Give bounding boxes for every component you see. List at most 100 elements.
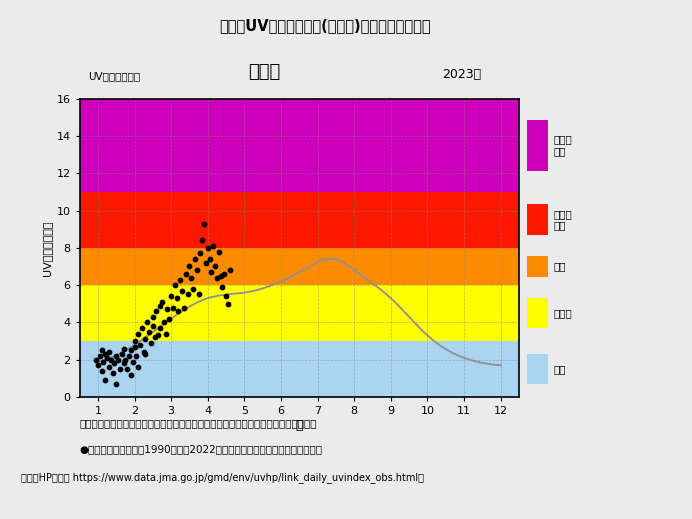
Point xyxy=(211,274,222,282)
Point xyxy=(111,352,122,360)
Point xyxy=(122,365,133,373)
Point xyxy=(154,324,165,332)
Text: 極端に
強い: 極端に 強い xyxy=(554,134,572,156)
Text: 気象庁HPより（ https://www.data.jma.go.jp/gmd/env/uvhp/link_daily_uvindex_obs.html）: 気象庁HPより（ https://www.data.jma.go.jp/gmd/… xyxy=(21,472,424,483)
Point xyxy=(185,274,197,282)
Point xyxy=(133,363,144,372)
Point xyxy=(202,244,213,252)
Point xyxy=(151,307,162,316)
Text: 強い: 強い xyxy=(554,262,566,271)
Point xyxy=(125,346,136,354)
Point xyxy=(201,258,212,267)
Point xyxy=(136,324,147,332)
Point xyxy=(153,331,164,339)
Point xyxy=(156,298,167,306)
Point xyxy=(217,283,228,291)
Point xyxy=(96,346,107,354)
Point xyxy=(173,307,184,316)
Point xyxy=(193,290,204,298)
Point xyxy=(147,322,158,330)
Point xyxy=(215,271,226,280)
Point xyxy=(118,359,129,367)
Bar xyxy=(80,192,519,248)
Point xyxy=(125,371,136,379)
Point xyxy=(100,350,111,358)
Point xyxy=(213,248,224,256)
Point xyxy=(154,302,165,310)
Point xyxy=(206,268,217,276)
Point xyxy=(147,312,158,321)
Point xyxy=(221,292,232,301)
Point xyxy=(92,361,103,370)
Bar xyxy=(80,248,519,285)
Point xyxy=(109,359,120,367)
Point xyxy=(98,358,109,366)
Point xyxy=(133,330,144,338)
Point xyxy=(182,290,193,298)
Point xyxy=(123,352,134,360)
Point xyxy=(197,236,208,244)
Point xyxy=(164,315,175,323)
Text: つくば: つくば xyxy=(248,63,280,80)
Bar xyxy=(80,341,519,397)
Text: 非常に
強い: 非常に 強い xyxy=(554,209,572,230)
Point xyxy=(94,352,105,360)
Point xyxy=(162,305,173,313)
Point xyxy=(140,335,151,344)
Point xyxy=(131,352,142,360)
Point xyxy=(210,262,221,270)
Text: 中程度: 中程度 xyxy=(554,308,572,318)
Point xyxy=(144,327,155,336)
Point xyxy=(191,266,202,275)
Point xyxy=(105,356,116,364)
Point xyxy=(103,363,114,372)
Point xyxy=(145,339,156,347)
Point xyxy=(171,294,182,303)
Point xyxy=(129,343,140,351)
Point xyxy=(204,255,215,263)
Y-axis label: UVインデックス: UVインデックス xyxy=(42,220,53,276)
Point xyxy=(222,299,233,308)
Point xyxy=(167,303,179,311)
Point xyxy=(96,367,107,375)
Point xyxy=(224,266,235,275)
Point xyxy=(129,337,140,345)
Point xyxy=(127,358,138,366)
Point xyxy=(138,348,149,357)
Point xyxy=(180,270,191,278)
Point xyxy=(120,356,131,364)
Point xyxy=(116,350,127,358)
Text: 2023年: 2023年 xyxy=(442,67,482,80)
Point xyxy=(170,281,181,289)
Bar xyxy=(80,99,519,192)
Point xyxy=(107,368,118,377)
Point xyxy=(142,318,153,326)
Point xyxy=(118,345,129,353)
Point xyxy=(111,380,122,388)
Point xyxy=(134,340,145,349)
Text: 日最大UVインデックス(観測値)の年間推移グラフ: 日最大UVインデックス(観測値)の年間推移グラフ xyxy=(219,18,431,33)
Text: 弱い: 弱い xyxy=(554,364,566,374)
Point xyxy=(140,350,151,358)
Point xyxy=(208,242,219,250)
Point xyxy=(188,285,199,293)
Point xyxy=(102,354,113,362)
Point xyxy=(160,330,171,338)
Point xyxy=(91,356,102,364)
Point xyxy=(195,249,206,257)
Point xyxy=(190,255,201,263)
Point xyxy=(199,220,210,228)
Text: UVインデックス: UVインデックス xyxy=(89,71,140,80)
Text: データの見直しなどで値が変わることがありますので、最新のものを御利用下さい。: データの見直しなどで値が変わることがありますので、最新のものを御利用下さい。 xyxy=(80,418,317,428)
Point xyxy=(176,286,188,295)
Point xyxy=(149,333,160,342)
Point xyxy=(165,292,176,301)
Point xyxy=(158,318,170,326)
Text: ●は観測値、細実線は1990年から2022年までの累年平均値を表しています。: ●は観測値、細実線は1990年から2022年までの累年平均値を表しています。 xyxy=(80,444,322,454)
Bar xyxy=(80,285,519,341)
Point xyxy=(175,276,186,284)
Point xyxy=(179,303,190,311)
Point xyxy=(219,270,230,278)
Point xyxy=(103,348,114,357)
Point xyxy=(114,365,125,373)
